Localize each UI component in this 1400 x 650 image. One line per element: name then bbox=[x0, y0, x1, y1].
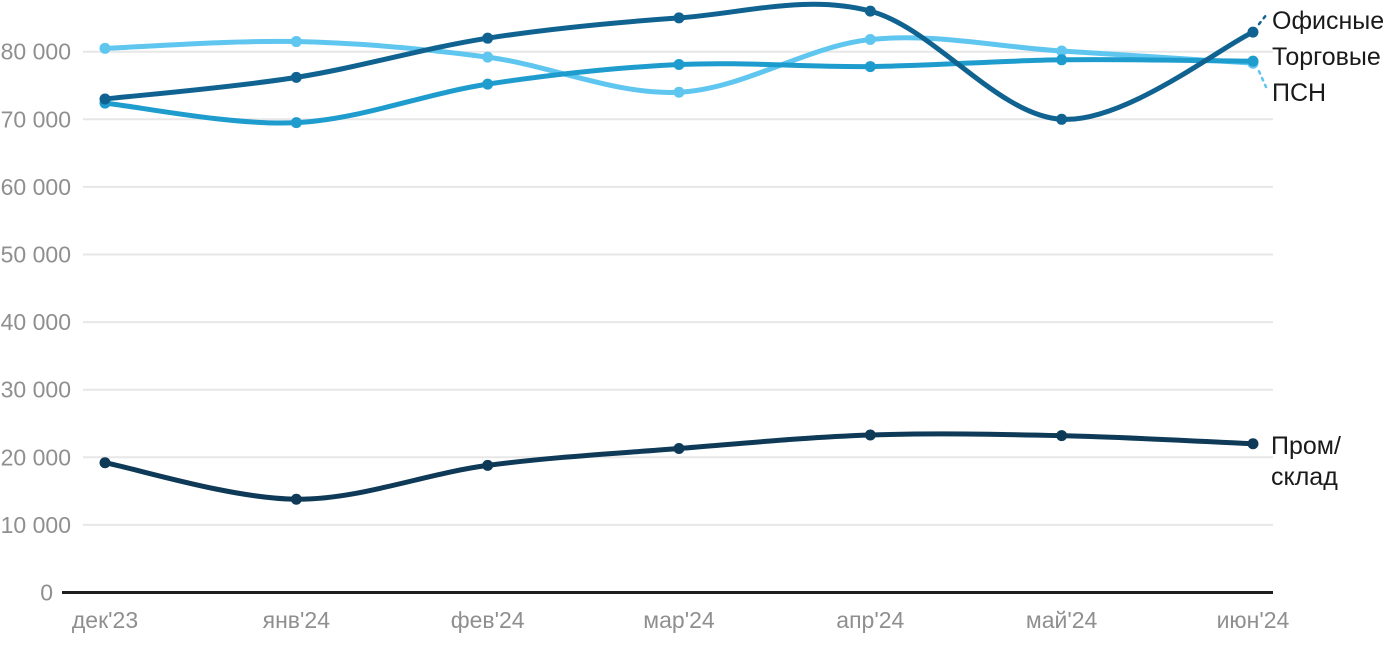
data-point-marker bbox=[673, 12, 685, 24]
data-point-marker bbox=[482, 459, 494, 471]
data-point-marker bbox=[482, 78, 494, 90]
data-point-marker bbox=[673, 86, 685, 98]
data-point-marker bbox=[1056, 45, 1068, 57]
x-axis-tick-label: мар'24 bbox=[643, 607, 715, 633]
x-axis-tick-label: фев'24 bbox=[451, 607, 525, 633]
x-axis-tick-label: янв'24 bbox=[263, 607, 331, 633]
leader-line bbox=[1257, 12, 1269, 26]
y-axis-tick-label: 30 000 bbox=[1, 377, 71, 403]
data-point-marker bbox=[1056, 54, 1068, 66]
series-group bbox=[99, 1, 1269, 125]
y-axis-tick-label: 70 000 bbox=[1, 106, 71, 132]
legend-label-industrial-warehouse: Пром/ склад bbox=[1271, 431, 1341, 493]
data-point-marker bbox=[290, 117, 302, 129]
data-point-marker bbox=[482, 51, 494, 63]
data-point-marker bbox=[864, 5, 876, 17]
data-point-marker bbox=[1247, 438, 1259, 450]
y-axis-tick-label: 60 000 bbox=[1, 174, 71, 200]
data-point-marker bbox=[864, 34, 876, 46]
data-point-marker bbox=[482, 32, 494, 44]
y-axis-tick-label: 40 000 bbox=[1, 309, 71, 335]
x-axis-tick-label: дек'23 bbox=[72, 607, 138, 633]
data-point-marker bbox=[673, 59, 685, 71]
y-axis-tick-label: 80 000 bbox=[1, 39, 71, 65]
data-point-marker bbox=[1247, 26, 1259, 38]
data-point-marker bbox=[99, 93, 111, 105]
legend-label-industrial-line2: склад bbox=[1271, 463, 1338, 491]
y-axis-tick-label: 0 bbox=[40, 580, 53, 606]
x-axis-tick-label: апр'24 bbox=[836, 607, 904, 633]
data-point-marker bbox=[290, 493, 302, 505]
data-point-marker bbox=[99, 42, 111, 54]
legend-label-retail: Торговые bbox=[1272, 43, 1381, 71]
data-point-marker bbox=[1056, 430, 1068, 442]
data-point-marker bbox=[290, 71, 302, 83]
x-axis-tick-label: июн'24 bbox=[1217, 607, 1290, 633]
data-point-marker bbox=[290, 36, 302, 48]
data-point-marker bbox=[1247, 55, 1259, 67]
data-point-marker bbox=[1056, 113, 1068, 125]
legend-label-psn: ПСН bbox=[1272, 79, 1327, 107]
x-axis-tick-label: май'24 bbox=[1026, 607, 1098, 633]
series-group bbox=[99, 34, 1268, 98]
y-axis-tick-label: 50 000 bbox=[1, 242, 71, 268]
legend-label-industrial-line1: Пром/ bbox=[1271, 432, 1341, 460]
data-point-marker bbox=[864, 429, 876, 441]
data-point-marker bbox=[864, 61, 876, 73]
data-point-marker bbox=[99, 457, 111, 469]
y-axis-tick-label: 10 000 bbox=[1, 512, 71, 538]
legend-label-offices: Офисные bbox=[1272, 7, 1385, 35]
leader-line bbox=[1257, 69, 1268, 89]
series-group bbox=[99, 429, 1259, 505]
data-point-marker bbox=[673, 443, 685, 455]
y-axis-tick-label: 20 000 bbox=[1, 444, 71, 470]
